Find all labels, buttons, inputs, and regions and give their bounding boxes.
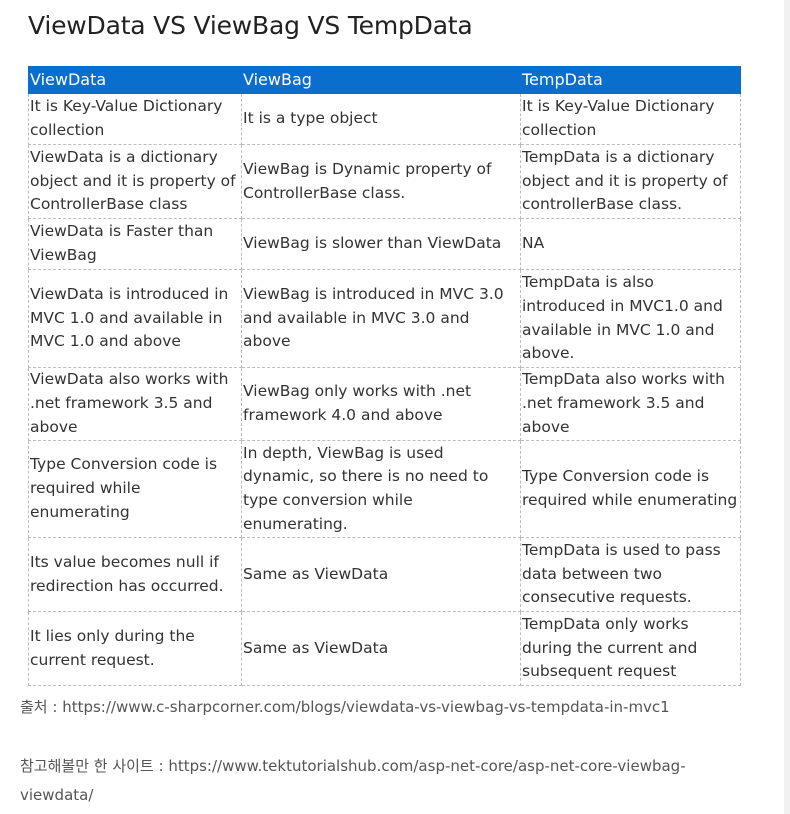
page-title: ViewData VS ViewBag VS TempData	[28, 11, 473, 40]
table-row: Its value becomes null if redirection ha…	[28, 537, 741, 612]
table-cell: It is a type object	[241, 93, 521, 145]
table-row: It lies only during the current request.…	[28, 611, 741, 686]
table-row: ViewData is introduced in MVC 1.0 and av…	[28, 269, 741, 368]
table-cell: TempData is a dictionary object and it i…	[520, 144, 741, 219]
table-cell: Same as ViewData	[241, 537, 521, 612]
source-citation[interactable]: 출처 : https://www.c-sharpcorner.com/blogs…	[20, 698, 670, 716]
table-cell: TempData only works during the current a…	[520, 611, 741, 686]
table-cell: ViewBag is introduced in MVC 3.0 and ava…	[241, 269, 521, 368]
table-cell: It lies only during the current request.	[28, 611, 242, 686]
table-cell: Type Conversion code is required while e…	[520, 440, 741, 538]
table-row: ViewData is Faster than ViewBag ViewBag …	[28, 218, 741, 270]
table-cell: It is Key-Value Dictionary collection	[520, 93, 741, 145]
table-cell: TempData is used to pass data between tw…	[520, 537, 741, 612]
scrollbar-track[interactable]	[784, 0, 790, 814]
table-cell: ViewData is Faster than ViewBag	[28, 218, 242, 270]
header-viewbag: ViewBag	[241, 66, 521, 94]
table-cell: TempData also works with .net framework …	[520, 367, 741, 441]
header-tempdata: TempData	[520, 66, 741, 94]
table-row: Type Conversion code is required while e…	[28, 440, 741, 538]
table-row: ViewData also works with .net framework …	[28, 367, 741, 441]
table-cell: Type Conversion code is required while e…	[28, 440, 242, 538]
table-cell: NA	[520, 218, 741, 270]
table-cell: It is Key-Value Dictionary collection	[28, 93, 242, 145]
comparison-table: ViewData ViewBag TempData It is Key-Valu…	[28, 66, 741, 686]
table-cell: ViewBag only works with .net framework 4…	[241, 367, 521, 441]
reference-citation[interactable]: 참고해볼만 한 사이트 : https://www.tektutorialshu…	[20, 757, 686, 804]
table-cell: ViewData is a dictionary object and it i…	[28, 144, 242, 219]
table-header-row: ViewData ViewBag TempData	[28, 66, 741, 94]
table-row: ViewData is a dictionary object and it i…	[28, 144, 741, 219]
table-cell: ViewData also works with .net framework …	[28, 367, 242, 441]
table-cell: Same as ViewData	[241, 611, 521, 686]
table-cell: In depth, ViewBag is used dynamic, so th…	[241, 440, 521, 538]
table-cell: Its value becomes null if redirection ha…	[28, 537, 242, 612]
header-viewdata: ViewData	[28, 66, 242, 94]
table-cell: ViewData is introduced in MVC 1.0 and av…	[28, 269, 242, 368]
table-cell: ViewBag is Dynamic property of Controlle…	[241, 144, 521, 219]
table-cell: TempData is also introduced in MVC1.0 an…	[520, 269, 741, 368]
table-cell: ViewBag is slower than ViewData	[241, 218, 521, 270]
table-row: It is Key-Value Dictionary collection It…	[28, 93, 741, 145]
